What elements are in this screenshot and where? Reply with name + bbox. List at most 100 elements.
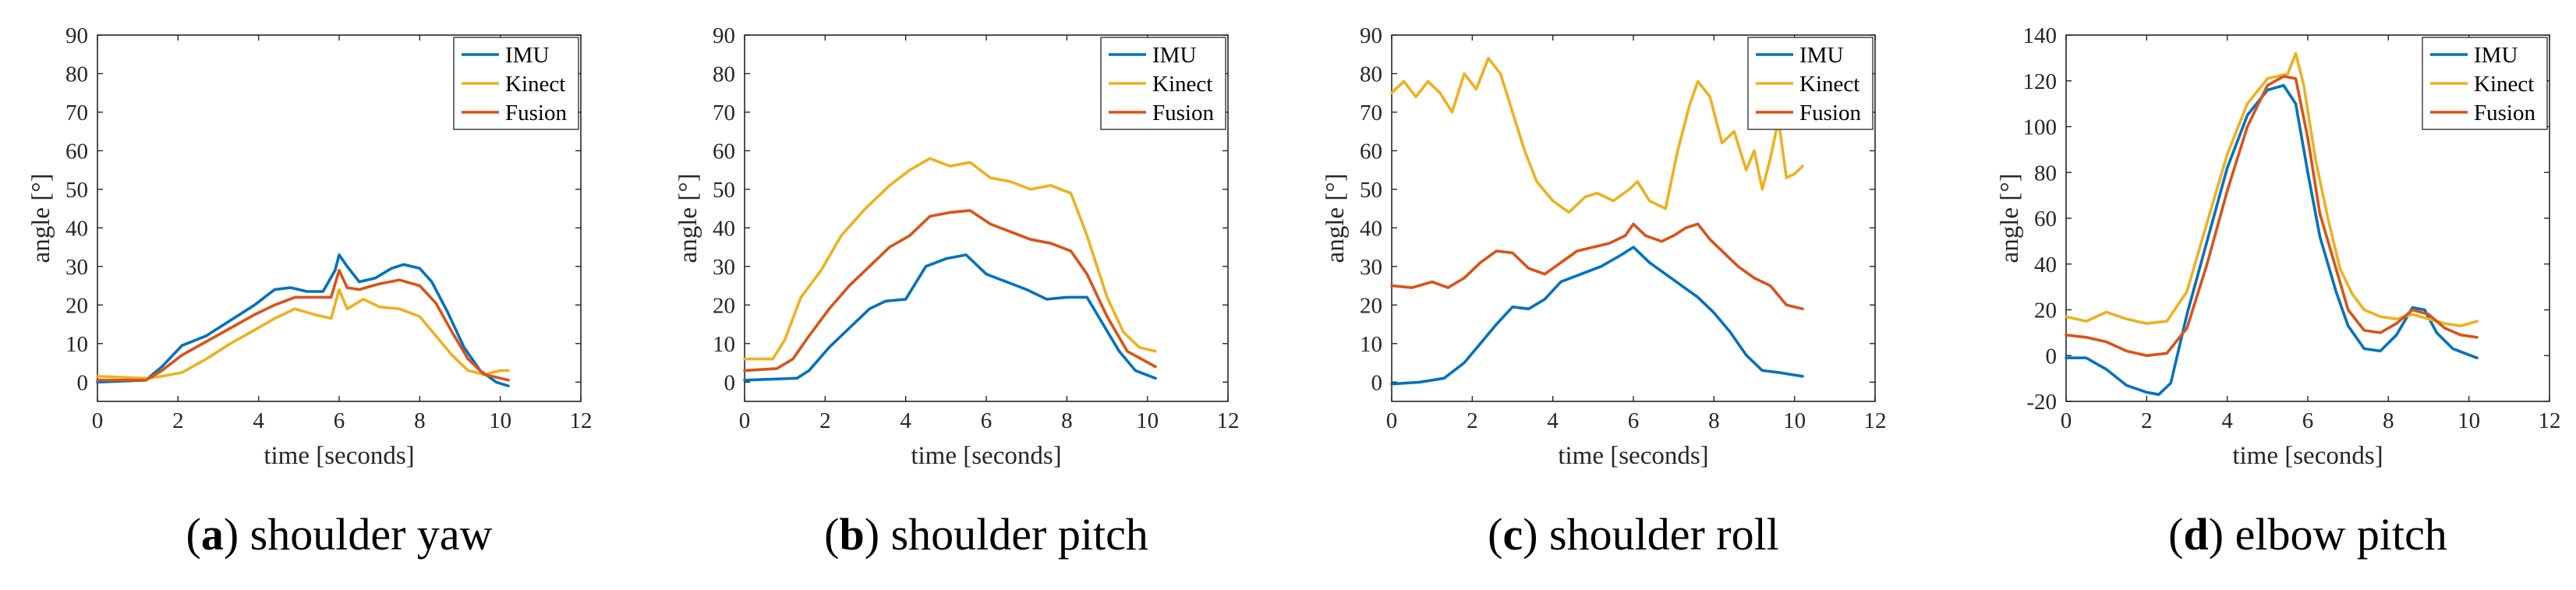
series-line-fusion <box>96 268 510 382</box>
y-tick-label: 120 <box>2023 69 2058 94</box>
y-tick-label: 0 <box>2046 344 2058 369</box>
caption-letter: d <box>2184 509 2209 560</box>
x-axis-label: time [seconds] <box>264 442 414 470</box>
y-axis-label: angle [°] <box>27 174 55 263</box>
x-tick-label: 0 <box>2061 408 2072 433</box>
legend-label-kinect: Kinect <box>1152 72 1212 97</box>
subfigure-caption: (b) shoulder pitch <box>824 509 1148 560</box>
y-tick-label: 80 <box>713 62 735 87</box>
y-tick-label: 40 <box>65 216 88 241</box>
y-axis-label: angle [°] <box>674 174 702 263</box>
y-tick-label: 40 <box>2034 253 2057 277</box>
x-tick-label: 0 <box>92 408 104 433</box>
y-tick-label: 20 <box>1360 293 1382 318</box>
y-tick-label: 60 <box>1360 139 1382 164</box>
y-tick-label: 60 <box>713 139 735 164</box>
series-line-fusion <box>743 209 1157 373</box>
y-tick-label: 30 <box>65 255 88 280</box>
x-tick-label: 12 <box>1217 408 1240 433</box>
caption-letter: b <box>840 509 865 560</box>
caption-paren: ) <box>865 509 891 560</box>
x-tick-label: 6 <box>981 408 993 433</box>
y-tick-label: 140 <box>2023 23 2058 48</box>
x-tick-label: 6 <box>334 408 345 433</box>
y-tick-label: 30 <box>713 255 735 280</box>
y-tick-label: 10 <box>713 332 735 357</box>
y-tick-label: 50 <box>65 178 88 203</box>
y-axis-label: angle [°] <box>1996 174 2024 263</box>
subfigure-caption: (a) shoulder yaw <box>186 509 492 560</box>
x-tick-label: 2 <box>819 408 831 433</box>
y-tick-label: 80 <box>2034 161 2057 185</box>
x-tick-label: 2 <box>2141 408 2153 433</box>
y-tick-label: 70 <box>1360 101 1382 125</box>
y-tick-label: 40 <box>713 216 735 241</box>
y-tick-label: 20 <box>65 293 88 318</box>
caption-paren: ( <box>2168 509 2183 560</box>
caption-paren: ( <box>1488 509 1502 560</box>
caption-paren: ( <box>186 509 200 560</box>
x-tick-label: 4 <box>253 408 264 433</box>
series-line-kinect <box>743 157 1157 361</box>
caption-paren: ( <box>824 509 839 560</box>
x-tick-label: 8 <box>1061 408 1073 433</box>
y-tick-label: 20 <box>2034 299 2057 323</box>
y-tick-label: 100 <box>2023 115 2058 140</box>
y-tick-label: 90 <box>65 23 88 48</box>
y-tick-label: 90 <box>1360 23 1382 48</box>
x-tick-label: 8 <box>414 408 426 433</box>
x-tick-label: 2 <box>172 408 184 433</box>
legend-label-imu: IMU <box>2474 43 2518 68</box>
x-axis-label: time [seconds] <box>2232 442 2383 470</box>
chart-panel-c: 0 2 4 6 8 10 12 0 10 20 30 40 50 60 70 80 90 time [second… <box>1322 23 1887 560</box>
chart-panel-b: 0 2 4 6 8 10 12 0 10 20 30 40 50 60 70 80 90 time [second… <box>674 23 1240 560</box>
series-line-fusion <box>2065 75 2479 358</box>
subfigure-caption: (c) shoulder roll <box>1488 509 1779 560</box>
legend-label-kinect: Kinect <box>1799 72 1859 97</box>
y-tick-label: 70 <box>65 101 88 125</box>
y-tick-label: 0 <box>77 370 89 395</box>
x-tick-label: 0 <box>1386 408 1398 433</box>
y-tick-label: 40 <box>1360 216 1382 241</box>
x-tick-label: 2 <box>1467 408 1478 433</box>
x-tick-label: 4 <box>900 408 911 433</box>
caption-paren: ) <box>1523 509 1549 560</box>
series-line-kinect <box>1390 56 1804 214</box>
x-tick-label: 10 <box>489 408 511 433</box>
y-tick-label: -20 <box>2026 390 2057 415</box>
x-tick-label: 12 <box>2539 408 2561 433</box>
x-tick-label: 0 <box>739 408 751 433</box>
y-tick-label: 90 <box>713 23 735 48</box>
y-tick-label: 0 <box>724 370 736 395</box>
legend-label-imu: IMU <box>1799 43 1843 68</box>
caption-paren: ) <box>2209 509 2235 560</box>
caption-text: shoulder pitch <box>891 509 1148 560</box>
x-tick-label: 10 <box>2457 408 2480 433</box>
x-tick-label: 10 <box>1783 408 1806 433</box>
y-tick-label: 70 <box>713 101 735 125</box>
x-tick-label: 6 <box>1628 408 1640 433</box>
y-tick-label: 60 <box>65 139 88 164</box>
y-tick-label: 30 <box>1360 255 1382 280</box>
caption-text: shoulder yaw <box>250 509 493 560</box>
legend-label-fusion: Fusion <box>1152 101 1214 125</box>
y-tick-label: 10 <box>1360 332 1382 357</box>
legend-label-fusion: Fusion <box>505 101 567 125</box>
series-line-kinect <box>2065 51 2479 327</box>
x-axis-label: time [seconds] <box>1558 442 1708 470</box>
legend-label-fusion: Fusion <box>2474 101 2535 125</box>
y-tick-label: 20 <box>713 293 735 318</box>
x-axis-label: time [seconds] <box>911 442 1061 470</box>
x-tick-label: 12 <box>570 408 593 433</box>
chart-panel-a: 0 2 4 6 8 10 12 0 10 20 30 40 50 60 70 80 90 time [second… <box>27 23 593 560</box>
caption-paren: ) <box>224 509 250 560</box>
caption-text: elbow pitch <box>2235 509 2447 560</box>
series-line-imu <box>2065 83 2479 397</box>
caption-letter: a <box>201 509 224 560</box>
subfigure-caption: (d) elbow pitch <box>2168 509 2447 560</box>
y-axis-label: angle [°] <box>1322 174 1350 263</box>
y-tick-label: 10 <box>65 332 88 357</box>
legend: IMU Kinect Fusion <box>1100 37 1226 130</box>
